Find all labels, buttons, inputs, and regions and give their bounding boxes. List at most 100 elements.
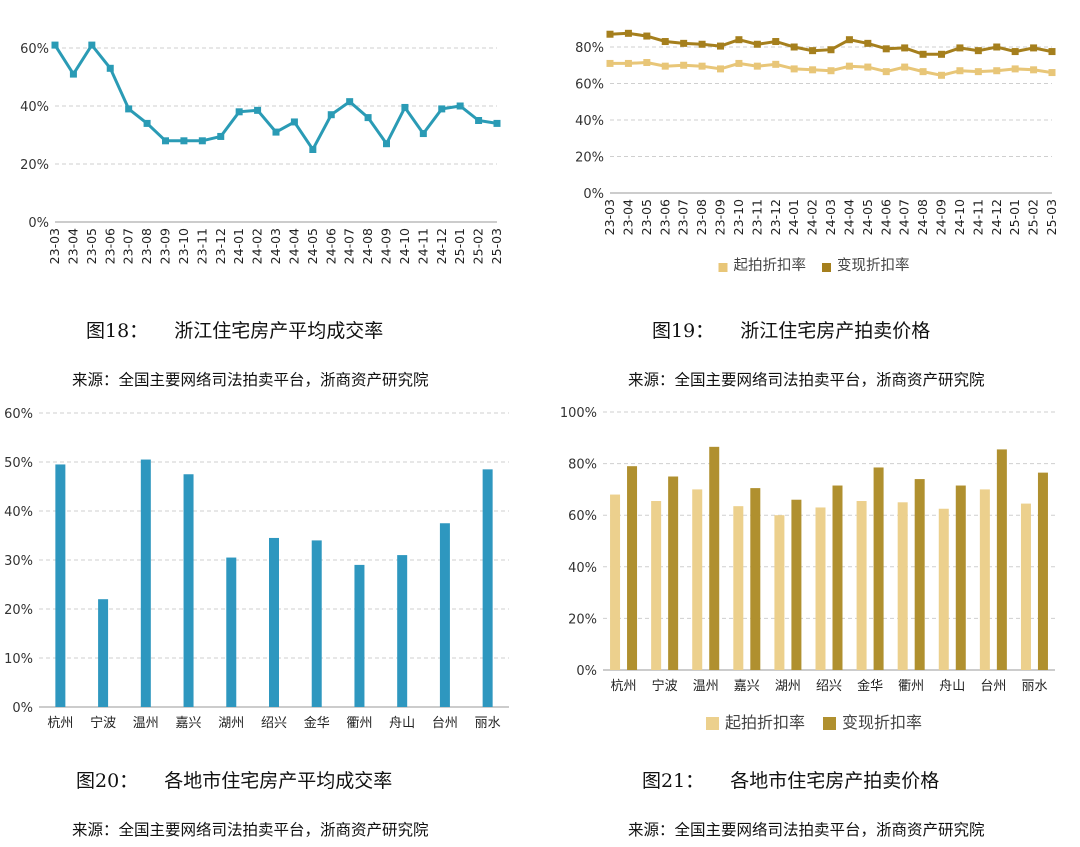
chart-18-x-tick-label: 24-10 <box>397 228 412 264</box>
chart-20-series-0-bar <box>98 599 109 707</box>
chart-19-series-1-point <box>643 32 651 40</box>
chart-18-series-0-point <box>198 137 206 145</box>
chart-18-y-tick-label: 40% <box>20 100 49 115</box>
chart-18-series-0-point <box>88 41 96 49</box>
chart-19-y-tick-label: 60% <box>575 78 604 93</box>
chart-18-series-0-point <box>346 98 354 106</box>
chart-18-series-0-point <box>438 105 446 113</box>
chart-19-x-tick-label: 23-12 <box>768 199 783 235</box>
chart-19-series-1-point <box>827 46 835 54</box>
chart-21-x-tick-label: 丽水 <box>1021 679 1047 694</box>
chart-20-series-0-bar <box>226 557 237 707</box>
chart-19-x-tick-label: 23-05 <box>639 199 654 235</box>
chart-19-series-0-point <box>901 63 909 71</box>
chart-18-series-0-point <box>125 105 133 113</box>
figure-21-caption: 图21： 各地市住宅房产拍卖价格 <box>642 766 939 793</box>
chart-18-x-tick-label: 24-12 <box>434 228 449 264</box>
figure-18-title: 浙江住宅房产平均成交率 <box>174 320 384 342</box>
chart-18-series-0-point <box>401 103 409 111</box>
chart-19-series-0-point <box>974 68 982 76</box>
chart-19-series-1-point <box>1048 48 1056 56</box>
chart-21-series-1-bar <box>1037 472 1048 670</box>
chart-19-series-0-point <box>606 59 614 67</box>
chart-21-x-tick-label: 舟山 <box>939 679 965 694</box>
chart-19-series-1-point <box>809 47 817 55</box>
chart-19-x-tick-label: 24-10 <box>952 199 967 235</box>
figure-18-caption: 图18： 浙江住宅房产平均成交率 <box>86 316 383 343</box>
chart-18-x-tick-label: 25-03 <box>489 228 504 264</box>
chart-18-x-tick-label: 23-06 <box>102 228 117 264</box>
chart-19-x-tick-label: 24-03 <box>823 199 838 235</box>
chart-18-x-tick-label: 23-03 <box>47 228 62 264</box>
chart-20-y-tick-label: 40% <box>4 505 33 520</box>
chart-18-x-tick-label: 23-07 <box>121 228 136 264</box>
chart-19-series-1-point <box>1030 44 1038 52</box>
chart-18-x-tick-label: 24-01 <box>231 228 246 264</box>
chart-19-series-1-point <box>790 43 798 51</box>
chart-21-series-0-bar <box>692 489 703 670</box>
chart-19-series-0-point <box>772 60 780 68</box>
chart-19-series-0-point <box>1011 65 1019 73</box>
chart-21-y-tick-label: 60% <box>568 509 597 524</box>
chart-21-series-1-bar <box>996 449 1007 670</box>
chart-20-x-tick-label: 台州 <box>432 716 458 731</box>
chart-21-series-1-bar <box>668 476 679 670</box>
chart-18-x-tick-label: 24-08 <box>360 228 375 264</box>
chart-19-series-0-point <box>1048 69 1056 77</box>
chart-18-y-tick-label: 0% <box>28 216 49 231</box>
figure-19-source: 来源：全国主要网络司法拍卖平台，浙商资产研究院 <box>628 371 985 389</box>
chart-21-series-1-bar <box>627 466 638 670</box>
chart-20-y-tick-label: 20% <box>4 603 33 618</box>
chart-20-x-tick-label: 金华 <box>304 715 330 731</box>
chart-20-series-0-bar <box>482 469 493 707</box>
chart-21-y-tick-label: 80% <box>568 458 597 473</box>
chart-19-series-0-point <box>735 59 743 67</box>
chart-19-x-tick-label: 25-01 <box>1007 199 1022 235</box>
chart-18-x-tick-label: 24-05 <box>305 228 320 264</box>
chart-18-series-0-point <box>364 114 372 122</box>
figure-21-source: 来源：全国主要网络司法拍卖平台，浙商资产研究院 <box>628 821 985 839</box>
chart-19-x-tick-label: 24-01 <box>786 199 801 235</box>
chart-19-series-1-point <box>772 38 780 46</box>
chart-19-series-0-point <box>790 65 798 73</box>
figure-18-number: 图18： <box>86 320 149 342</box>
figure-19-number: 图19： <box>652 320 715 342</box>
chart-19-series-1-point <box>680 39 688 47</box>
chart-20-y-tick-label: 10% <box>4 652 33 667</box>
figure-21-title: 各地市住宅房产拍卖价格 <box>730 770 940 792</box>
chart-19-series-1-point <box>753 40 761 48</box>
chart-19-legend-swatch <box>822 263 831 272</box>
chart-21-x-tick-label: 嘉兴 <box>734 679 760 694</box>
chart-19-x-tick-label: 23-09 <box>713 199 728 235</box>
chart-19-legend-label: 变现折扣率 <box>837 257 910 274</box>
chart-18-x-tick-label: 24-09 <box>379 228 394 264</box>
chart-18-x-tick-label: 24-06 <box>323 228 338 264</box>
chart-19-x-tick-label: 24-02 <box>805 199 820 235</box>
chart-21-series-0-bar <box>979 489 990 670</box>
chart-21-x-tick-label: 温州 <box>693 679 719 694</box>
figure-18-panel: 0% 20% 40% 60% 23-03 23-04 23-05 23-06 23-07 23-0… <box>0 0 540 395</box>
chart-21-series-1-bar <box>873 467 884 670</box>
chart-18-x-tick-label: 23-10 <box>176 228 191 264</box>
figure-21-panel: 0% 20% 40% 60% 80% 100% 杭州 宁波 温州 嘉兴 湖州 绍兴 金华 衢州 舟山 台州 丽水… <box>540 395 1080 847</box>
chart-19-series-1-point <box>974 47 982 55</box>
chart-19-series-0-point <box>956 67 964 75</box>
chart-19-series-1-point <box>698 40 706 48</box>
chart-20-x-tick-label: 杭州 <box>47 716 73 731</box>
chart-20-series-0-bar <box>439 523 450 707</box>
chart-19-x-tick-label: 24-12 <box>989 199 1004 235</box>
chart-19-y-tick-label: 0% <box>583 187 604 202</box>
chart-19-series-0-point <box>717 65 724 73</box>
chart-19-series-1-point <box>901 44 909 52</box>
chart-19: 0%20%40%60%80%23-03 23-04 23-05 23-06 23-07 2… <box>575 29 1059 274</box>
chart-19-series-1-point <box>661 38 669 46</box>
chart-18-x-tick-label: 25-02 <box>471 228 486 264</box>
figure-20-number: 图20： <box>76 770 139 792</box>
chart-18-series-0-point <box>327 111 335 119</box>
chart-21-series-0-bar <box>1020 503 1031 670</box>
chart-19-series-1-point <box>845 36 853 44</box>
chart-20-series-0-bar <box>140 459 151 707</box>
chart-18-series-0-point <box>475 117 483 124</box>
chart-19-x-tick-label: 25-02 <box>1026 199 1041 235</box>
chart-19-series-0-point <box>643 59 651 67</box>
